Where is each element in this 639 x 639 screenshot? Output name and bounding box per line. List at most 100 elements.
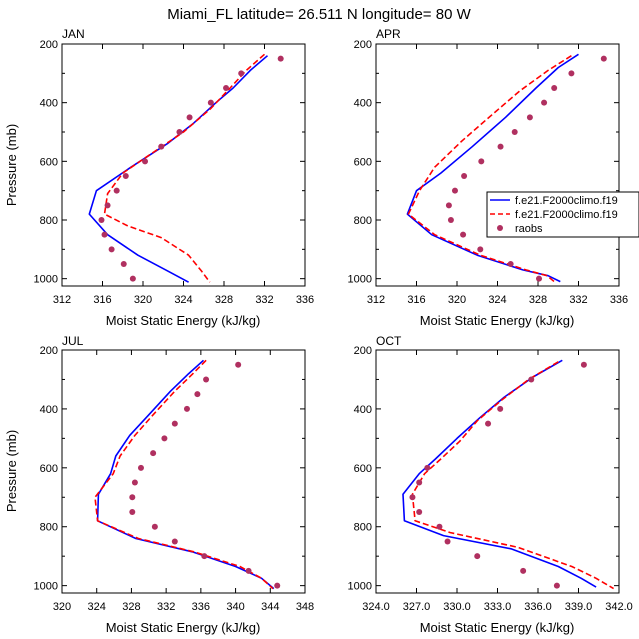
raobs-point (142, 158, 149, 165)
series-line-solid (96, 359, 275, 590)
raobs-point (424, 464, 431, 471)
panel-title: JAN (62, 27, 85, 41)
y-tick-label: 1000 (34, 581, 58, 593)
x-tick-label: 324 (88, 601, 106, 613)
y-tick-label: 1000 (348, 274, 372, 286)
raobs-point (436, 523, 443, 530)
plot-frame (61, 349, 306, 594)
raobs-point (101, 231, 108, 238)
series-line-solid (88, 55, 269, 283)
raobs-point (461, 173, 468, 179)
y-tick-label: 600 (354, 156, 372, 168)
raobs-point (113, 187, 120, 194)
y-tick-label: 400 (40, 404, 58, 416)
legend-label: f.e21.F2000climo.f19 (515, 195, 618, 207)
x-tick-label: 320 (448, 294, 466, 306)
raobs-point (600, 55, 607, 62)
raobs-point (478, 158, 485, 165)
figure-title: Miami_FL latitude= 26.511 N longitude= 8… (167, 6, 471, 23)
series-line-solid (406, 53, 579, 283)
x-tick-label: 336.0 (524, 601, 552, 613)
legend-label: raobs (515, 223, 543, 235)
x-axis-label: Moist Static Energy (kJ/kg) (420, 313, 575, 328)
x-tick-label: 344 (261, 601, 279, 613)
panel-title: JUL (62, 334, 84, 348)
plot-frame (375, 43, 620, 287)
y-tick-label: 200 (40, 345, 58, 357)
panel-title: OCT (376, 334, 402, 348)
raobs-point (526, 114, 533, 121)
raobs-point (568, 70, 575, 77)
raobs-point (511, 129, 518, 135)
x-tick-label: 336 (192, 601, 210, 613)
legend-label: f.e21.F2000climo.f19 (515, 209, 618, 221)
y-tick-label: 800 (354, 215, 372, 227)
y-axis-label: Pressure (mb) (4, 430, 19, 512)
y-tick-label: 600 (354, 463, 372, 475)
plot-content: 312 316 320 324 328 332 336 200 400 600 800 1000 (348, 39, 629, 306)
raobs-point (507, 261, 514, 267)
raobs-point (277, 55, 284, 62)
x-tick-label: 342.0 (605, 601, 633, 613)
x-tick-label: 324 (488, 294, 506, 306)
raobs-point (551, 85, 558, 91)
raobs-point (223, 85, 230, 91)
raobs-point (137, 464, 144, 471)
raobs-point (183, 405, 190, 412)
x-tick-label: 312 (367, 294, 385, 306)
raobs-point (274, 582, 281, 589)
x-tick-label: 330.0 (443, 601, 471, 613)
x-tick-label: 320 (53, 601, 71, 613)
raobs-point (245, 567, 252, 574)
raobs-point (445, 202, 452, 209)
series-line-solid (402, 359, 597, 588)
raobs-point (238, 70, 245, 77)
raobs-point (541, 99, 548, 106)
plot-frame (61, 43, 306, 287)
raobs-point (108, 246, 115, 253)
raobs-point (553, 582, 560, 589)
x-tick-label: 332 (255, 294, 273, 306)
x-tick-label: 316 (93, 294, 111, 306)
x-tick-label: 316 (407, 294, 425, 306)
raobs-point (497, 405, 504, 412)
y-tick-label: 400 (354, 98, 372, 110)
raobs-point (485, 420, 492, 427)
panel-oct: OCT Moist Static Energy (kJ/kg) 324.0 327… (348, 334, 633, 635)
raobs-point (122, 173, 129, 179)
panel-jul: JUL Moist Static Energy (kJ/kg) Pressure… (4, 334, 314, 635)
y-tick-label: 400 (354, 404, 372, 416)
raobs-point (171, 420, 178, 427)
raobs-point (447, 217, 454, 223)
panel-title: APR (376, 27, 401, 41)
raobs-point (201, 553, 208, 560)
x-tick-label: 328 (529, 294, 547, 306)
x-tick-label: 324 (174, 294, 192, 306)
y-tick-label: 200 (354, 345, 372, 357)
x-tick-label: 324.0 (362, 601, 390, 613)
x-axis-label: Moist Static Energy (kJ/kg) (106, 313, 261, 328)
y-tick-label: 400 (40, 98, 58, 110)
raobs-point (129, 509, 136, 515)
y-tick-label: 800 (354, 522, 372, 534)
raobs-point (150, 450, 157, 457)
x-tick-label: 336 (610, 294, 628, 306)
raobs-point (416, 479, 423, 486)
y-tick-label: 800 (40, 215, 58, 227)
legend-marker-raobs (497, 225, 503, 231)
y-tick-label: 600 (40, 463, 58, 475)
raobs-point (235, 361, 242, 368)
raobs-point (536, 275, 543, 282)
panel-jan: JAN Moist Static Energy (kJ/kg) Pressure… (4, 27, 314, 328)
legend-box (486, 191, 639, 238)
y-tick-label: 600 (40, 156, 58, 168)
raobs-point (497, 143, 504, 150)
series-line-dashed (103, 53, 266, 283)
raobs-point (207, 99, 214, 106)
x-tick-label: 328 (215, 294, 233, 306)
x-tick-label: 328 (122, 601, 140, 613)
y-tick-label: 800 (40, 522, 58, 534)
raobs-point (580, 361, 587, 368)
raobs-point (444, 538, 451, 545)
